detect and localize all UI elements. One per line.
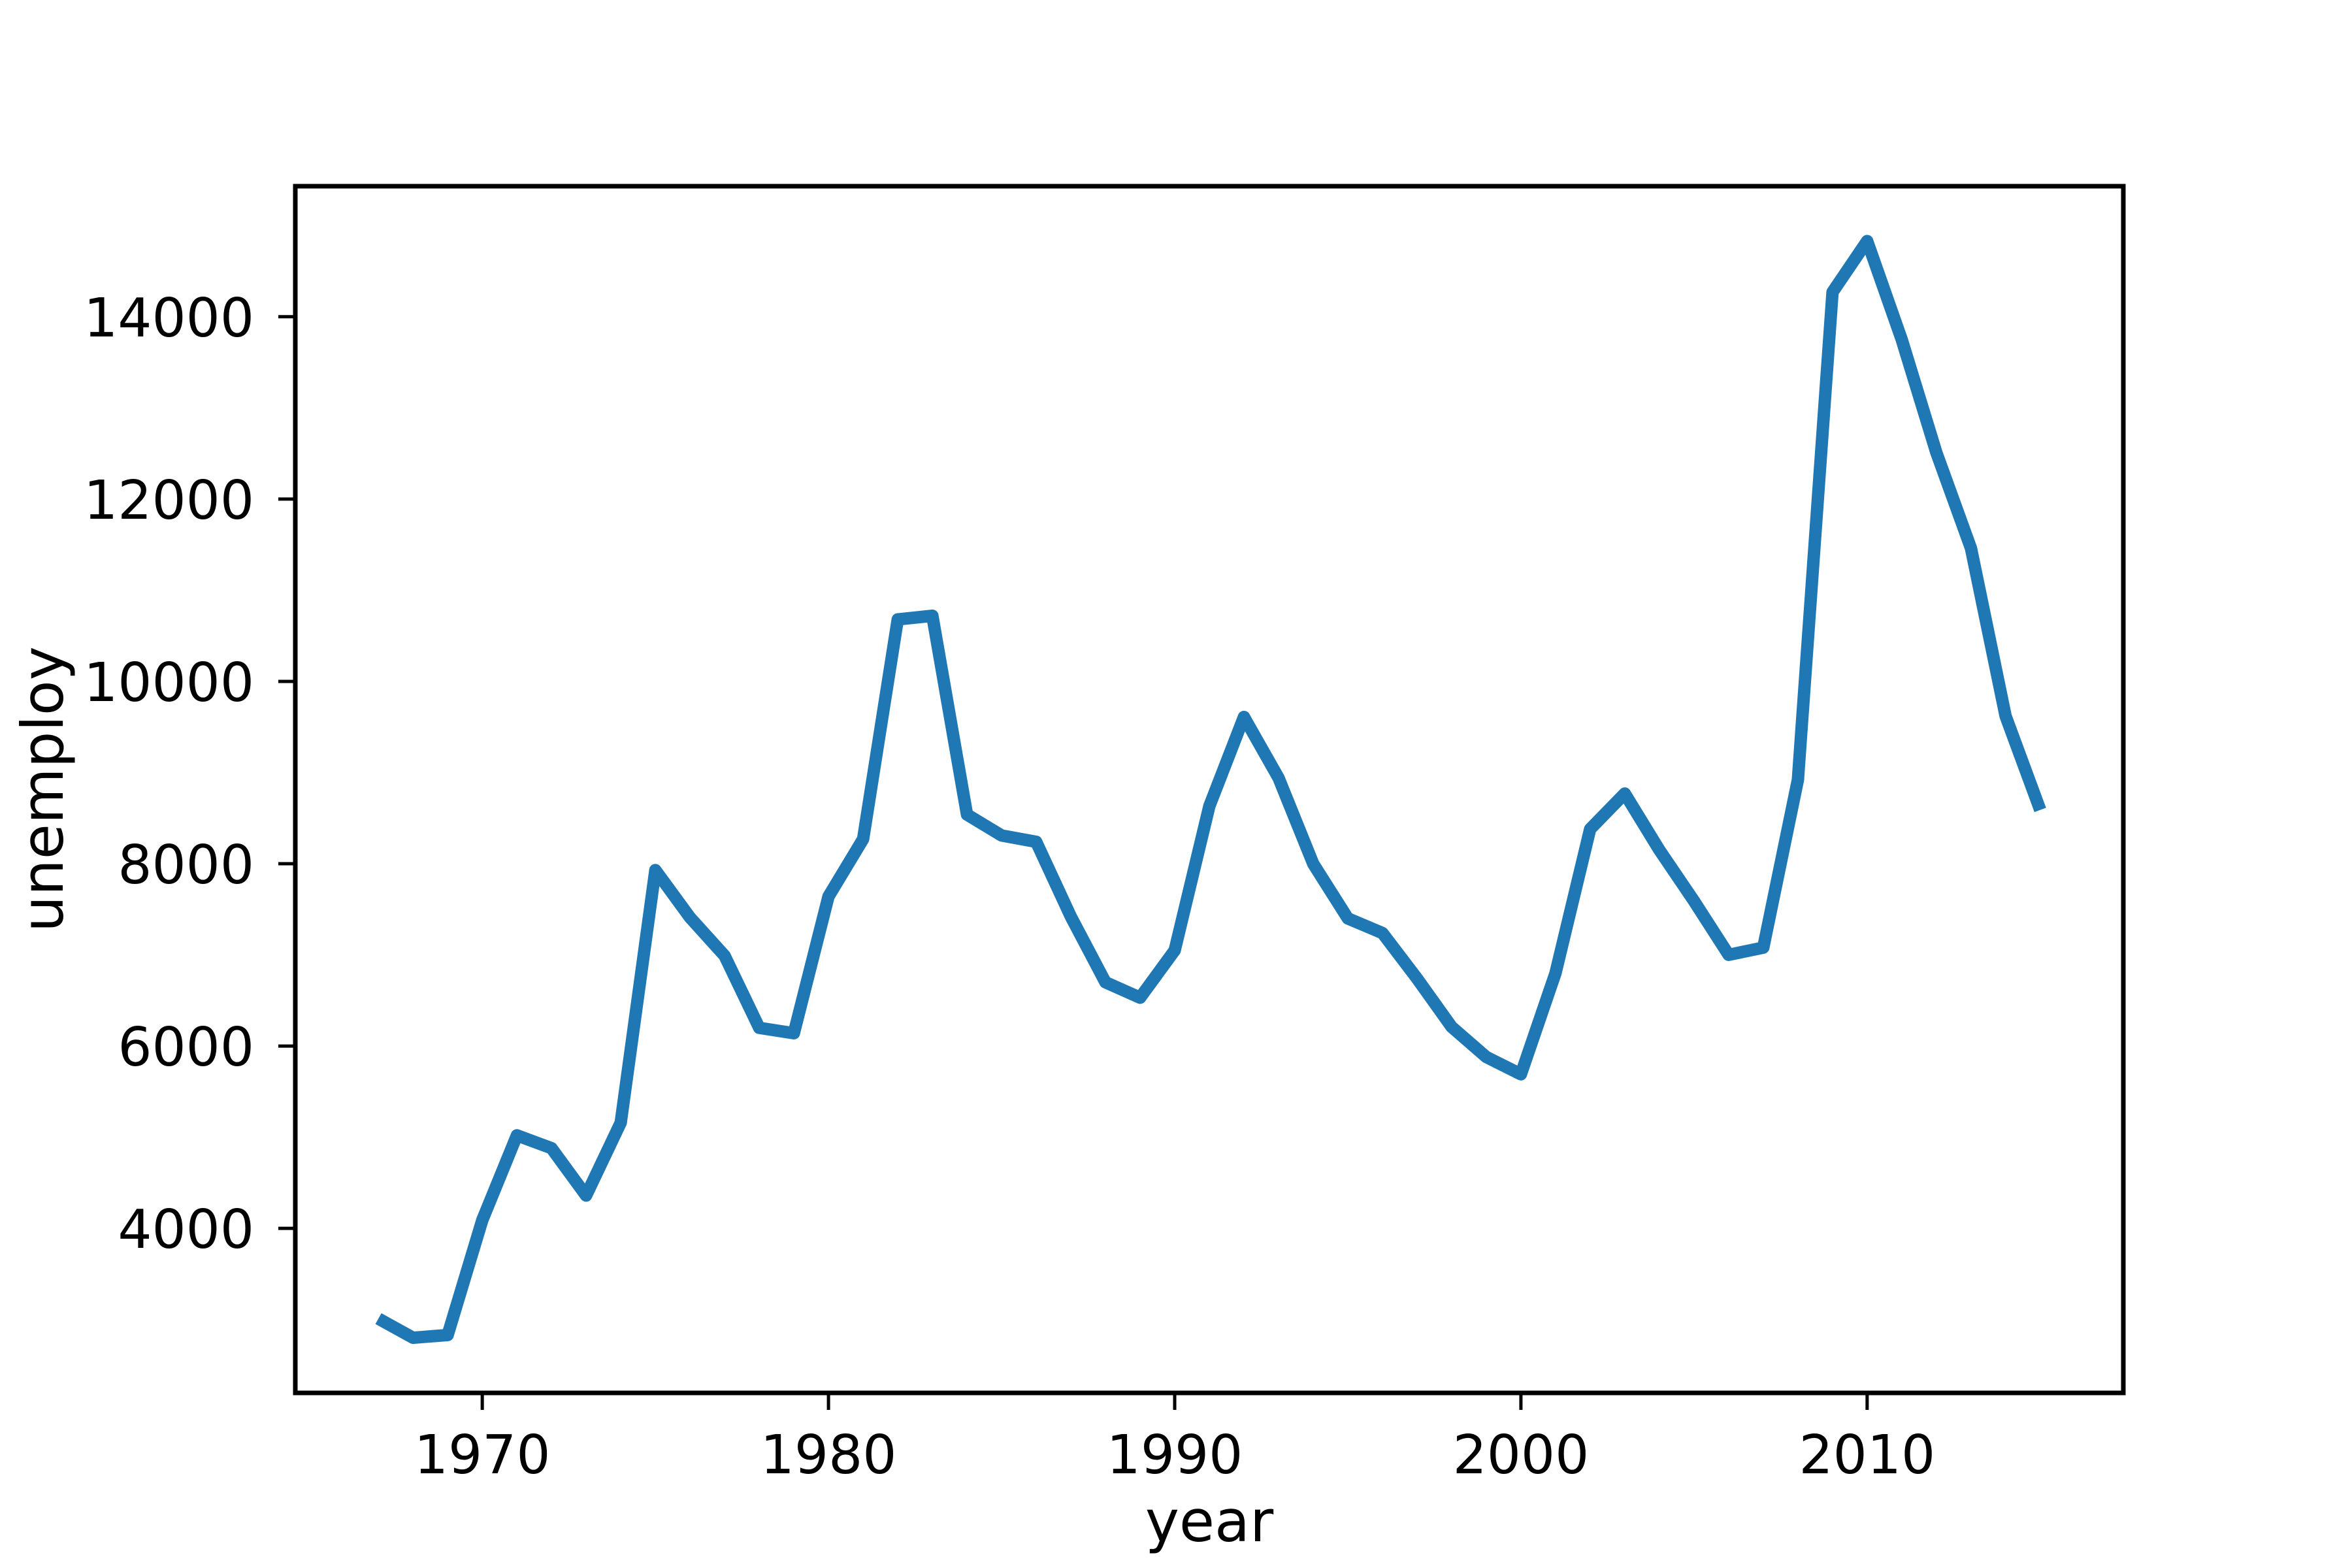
y-tick-label: 10000 bbox=[84, 652, 254, 714]
plot-border bbox=[293, 184, 2126, 1396]
x-axis-label: year bbox=[1145, 1488, 1274, 1555]
y-tick-label: 14000 bbox=[84, 287, 254, 350]
x-tick-label: 1990 bbox=[1107, 1424, 1243, 1486]
y-axis-label: unemploy bbox=[9, 646, 76, 932]
y-tick-label: 8000 bbox=[118, 834, 254, 896]
x-tick-label: 2000 bbox=[1453, 1424, 1590, 1486]
x-tick-label: 1970 bbox=[414, 1424, 551, 1486]
y-tick-label: 6000 bbox=[118, 1017, 254, 1079]
x-tick-label: 1980 bbox=[760, 1424, 897, 1486]
y-tick-label: 12000 bbox=[84, 470, 254, 532]
unemploy-line bbox=[375, 235, 2046, 1345]
y-tick-label: 4000 bbox=[118, 1199, 254, 1261]
x-tick-label: 2010 bbox=[1799, 1424, 1936, 1486]
